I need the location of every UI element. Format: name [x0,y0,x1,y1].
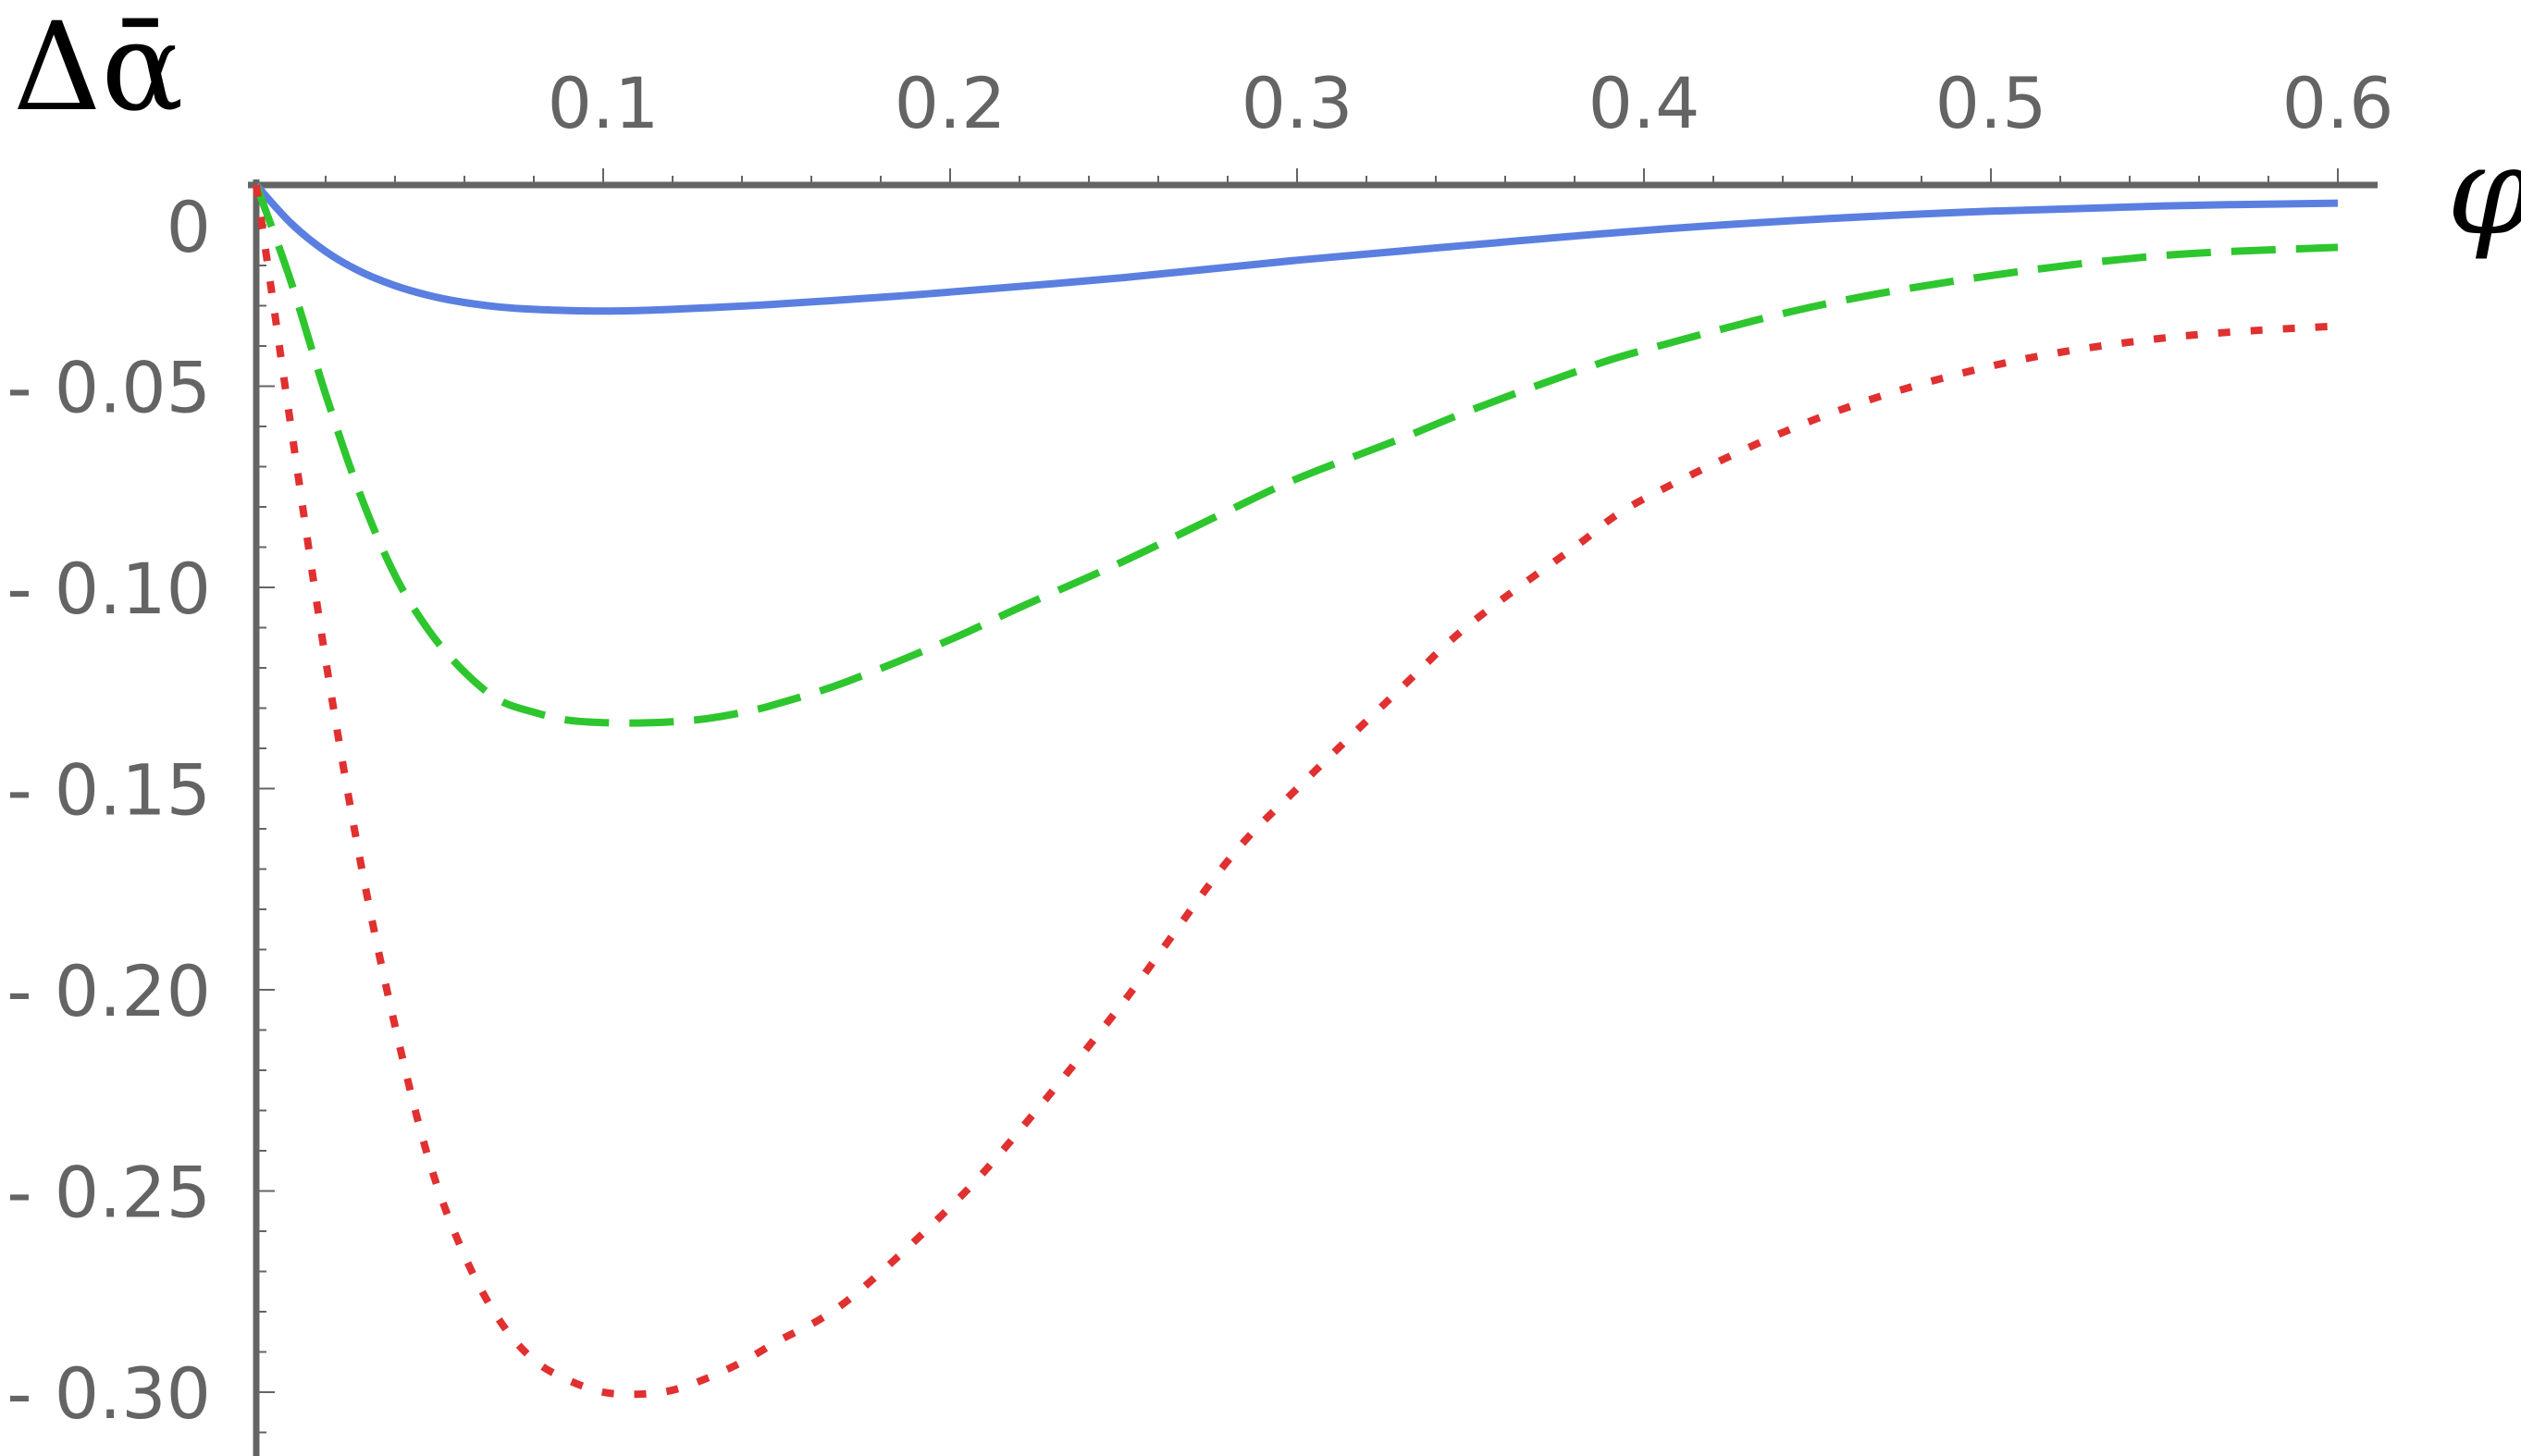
x-tick-label: 0.2 [895,62,1007,144]
y-tick-label: - 0.25 [6,1152,211,1234]
x-axis-title: φ [2447,120,2521,263]
series-line-dashed [253,183,2339,727]
x-tick-label: 0.4 [1588,62,1700,144]
y-tick-label: - 0.15 [6,749,211,832]
y-tick-label: - 0.10 [6,548,211,630]
minor-ticks [256,168,2339,1434]
y-tick-label: - 0.30 [6,1352,211,1435]
series-lines [253,182,2339,1399]
y-tick-label: - 0.20 [6,950,211,1032]
x-tick-label: 0.6 [2282,62,2394,144]
x-tick-label: 0.5 [1935,62,2047,144]
series-line-dotted [253,184,2339,1399]
y-tick-labels: 0 - 0.05 - 0.10 - 0.15 - 0.20 - 0.25 - 0.30 [6,186,211,1435]
y-tick-label: - 0.05 [6,347,211,429]
series-line-solid [253,182,2339,315]
x-tick-label: 0.3 [1242,62,1353,144]
x-tick-labels: 0.1 0.2 0.3 0.4 0.5 0.6 [548,62,2394,144]
y-tick-label: 0 [167,186,211,268]
y-axis-title: Δᾱ [13,0,183,139]
x-tick-label: 0.1 [548,62,660,144]
